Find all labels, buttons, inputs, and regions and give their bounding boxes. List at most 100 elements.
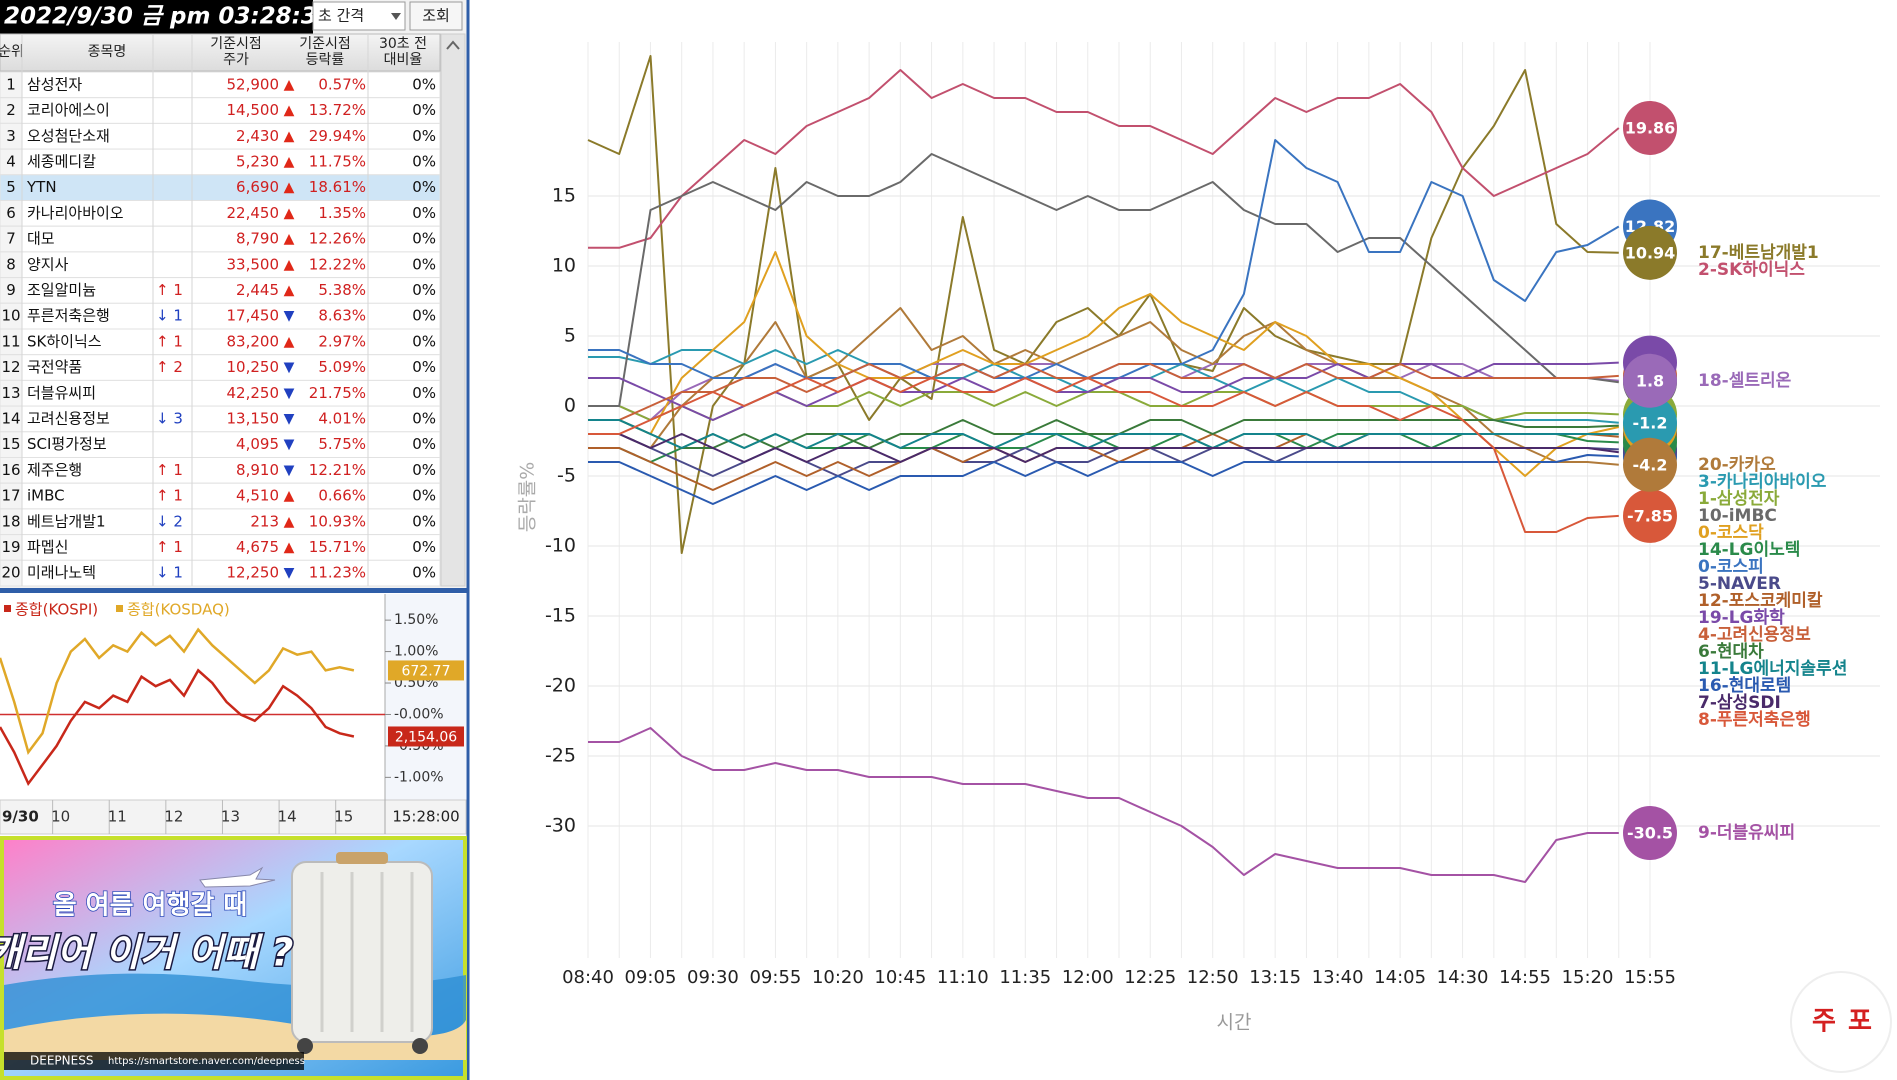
direction: ▼ [284, 308, 295, 324]
y-tick-label: 5 [564, 325, 576, 347]
scroll-up[interactable] [446, 40, 460, 50]
y-tick-label: 10 [552, 255, 576, 277]
diff-30s: 0% [412, 101, 436, 119]
diff-30s: 0% [412, 358, 436, 376]
logo-badge [1790, 971, 1892, 1073]
interval-dropdown[interactable] [312, 1, 406, 31]
table-row [0, 354, 441, 381]
diff-30s: 0% [412, 281, 436, 299]
column-header: 순위 [0, 44, 24, 60]
stock-name: 코리아에스이 [27, 101, 110, 119]
index-xaxis-bg [0, 799, 467, 835]
legend-entry: 17-베트남개발1 [1698, 243, 1819, 263]
end-bubble [1623, 100, 1677, 155]
table-row [0, 328, 441, 356]
diff-30s: 0% [412, 461, 436, 479]
legend-swatch [4, 605, 11, 612]
index-chart: 1.50%1.00%0.50%-0.00%-0.50%-1.00%1011121… [0, 594, 467, 835]
legend-entry: 9-더블유씨피 [1698, 823, 1795, 843]
rank: 3 [6, 127, 16, 145]
series-line [588, 349, 1619, 424]
rank-change: ↑ 1 [156, 538, 183, 556]
end-value-label: -4.2 [1633, 455, 1668, 474]
direction: ▼ [284, 385, 295, 401]
diff-30s: 0% [412, 384, 436, 402]
rank-change: ↑ 2 [156, 358, 183, 376]
table-row [0, 457, 441, 484]
index-x-label: 14 [278, 808, 297, 826]
direction: ▼ [284, 360, 295, 376]
direction: ▲ [284, 257, 295, 273]
price: 14,500 [227, 101, 280, 119]
column-header: 종목명 [88, 44, 127, 60]
price: 8,790 [236, 230, 279, 248]
rank-change: ↑ 1 [156, 332, 183, 350]
table-row [0, 200, 441, 227]
change-rate: 13.72% [309, 101, 366, 119]
table-row [0, 534, 441, 561]
price: 2,430 [236, 127, 279, 145]
x-tick-label: 15:55 [1624, 967, 1676, 988]
column-header: 대비율 [384, 52, 423, 68]
banner-headline: 올 여름 여행갈 때 [53, 891, 248, 921]
x-tick-label: 10:45 [874, 967, 926, 988]
y-axis-label: 등락률% [517, 462, 539, 533]
direction: ▼ [284, 411, 295, 427]
end-value-label: 19.86 [1625, 118, 1676, 137]
legend-entry: 11-LG에너지솔루션 [1698, 659, 1847, 679]
table-row [0, 174, 441, 202]
diff-30s: 0% [412, 204, 436, 222]
rank-change: ↓ 2 [156, 512, 183, 530]
main-chart: 08:40 09:05 09:30 09:55 10:20 10:45 11:10 11:35… [517, 42, 1880, 1034]
price: 2,445 [236, 281, 279, 299]
table-row [0, 148, 441, 176]
direction: ▲ [284, 231, 295, 247]
price: 17,450 [227, 307, 280, 325]
x-tick-label: 11:35 [999, 967, 1051, 988]
legend-entry: 5-NAVER [1698, 574, 1781, 594]
stock-name: YTN [26, 178, 57, 196]
change-rate: 0.66% [318, 487, 366, 505]
stock-name: 파멥신 [27, 538, 68, 556]
index-x-label: 10 [51, 808, 70, 826]
series-line [588, 433, 1619, 463]
legend-entry: 6-현대차 [1698, 642, 1764, 662]
stock-name: 더블유씨피 [27, 384, 96, 402]
rank: 2 [6, 101, 16, 119]
diff-30s: 0% [412, 435, 436, 453]
diff-30s: 0% [412, 409, 436, 427]
table-row [0, 71, 441, 99]
index-line [0, 668, 355, 787]
direction: ▲ [284, 334, 295, 350]
query-button[interactable] [409, 1, 463, 31]
legend-entry: 20-카카오 [1698, 455, 1776, 475]
change-rate: 29.94% [309, 127, 366, 145]
legend-entry: 7-삼성SDI [1698, 693, 1781, 713]
rank: 18 [1, 512, 20, 530]
column-header: 등락률 [306, 52, 345, 68]
diff-30s: 0% [412, 152, 436, 170]
series-line [588, 139, 1620, 379]
clock-bar [0, 0, 313, 34]
diff-30s: 0% [412, 307, 436, 325]
current-value-box [388, 660, 464, 681]
series-line [588, 251, 1620, 477]
series-line [588, 377, 1619, 533]
legend-entry: 2-SK하이닉스 [1698, 260, 1805, 280]
banner-brand: DEEPNESS [30, 1054, 93, 1068]
series-line [588, 69, 1620, 249]
change-rate: 11.75% [309, 152, 366, 170]
rank-change: ↓ 1 [156, 307, 183, 325]
y-tick-label: -10 [545, 535, 576, 557]
x-tick-label: 15:20 [1562, 967, 1614, 988]
direction: ▼ [284, 565, 295, 581]
y-tick-label: -5 [557, 465, 576, 487]
current-value: 2,154.06 [395, 729, 457, 745]
x-tick-label: 09:55 [749, 967, 801, 988]
legend-entry: 0-코스닥 [1698, 523, 1764, 543]
price: 12,250 [227, 564, 280, 582]
banner-footer [4, 1052, 304, 1070]
end-bubble [1623, 353, 1677, 408]
